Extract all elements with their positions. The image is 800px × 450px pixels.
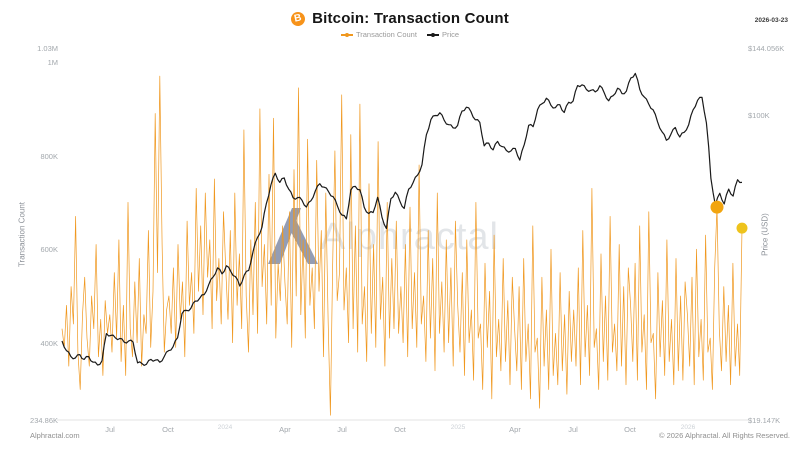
legend-marker-icon <box>340 31 353 38</box>
x-axis-tick-label: Oct <box>624 425 636 434</box>
legend-item-price[interactable]: Price <box>426 30 460 39</box>
legend-marker-icon <box>426 31 439 38</box>
x-axis-tick-label: Apr <box>279 425 291 434</box>
legend-label: Price <box>441 30 460 39</box>
page-title: Bitcoin: Transaction Count <box>312 10 509 27</box>
latest-value-marker-1 <box>710 200 724 214</box>
y-left-tick-label: 1.03M <box>37 44 58 53</box>
x-axis-tick-label: Oct <box>394 425 406 434</box>
y-left-tick-label: 800K <box>40 151 58 161</box>
x-axis-tick-label: Jul <box>568 425 578 434</box>
legend: Transaction Count Price <box>0 30 800 39</box>
footer-copyright: © 2026 Alphractal. All Rights Reserved. <box>658 431 790 440</box>
transaction-count-line <box>61 75 743 416</box>
y-left-tick-label: 600K <box>40 245 58 255</box>
x-axis-tick-label: Apr <box>509 425 521 434</box>
chart-header: B Bitcoin: Transaction Count <box>0 10 800 27</box>
x-axis-tick-label: 2026 <box>680 424 696 431</box>
y-right-tick-label: $144.056K <box>748 44 785 53</box>
price-line <box>61 72 743 366</box>
x-axis-tick-label: Jul <box>337 425 347 434</box>
y-right-tick-label: $19.147K <box>748 416 781 425</box>
legend-label: Transaction Count <box>355 30 417 39</box>
latest-value-marker-2 <box>736 222 748 234</box>
y-left-tick-label: 234.86K <box>30 416 58 425</box>
y-left-tick-label: 1M <box>47 58 58 68</box>
y-left-tick-label: 400K <box>40 338 58 348</box>
chart-date: 2026-03-23 <box>754 17 788 24</box>
legend-item-transaction-count[interactable]: Transaction Count <box>340 30 417 39</box>
x-axis-tick-label: Jul <box>105 425 115 434</box>
y-right-tick-label: $100K <box>748 111 770 121</box>
x-axis-tick-label: 2024 <box>217 424 233 431</box>
x-axis-tick-label: Oct <box>162 425 174 434</box>
footer-site-link[interactable]: Alphractal.com <box>30 431 80 440</box>
x-axis-tick-label: 2025 <box>450 424 466 431</box>
